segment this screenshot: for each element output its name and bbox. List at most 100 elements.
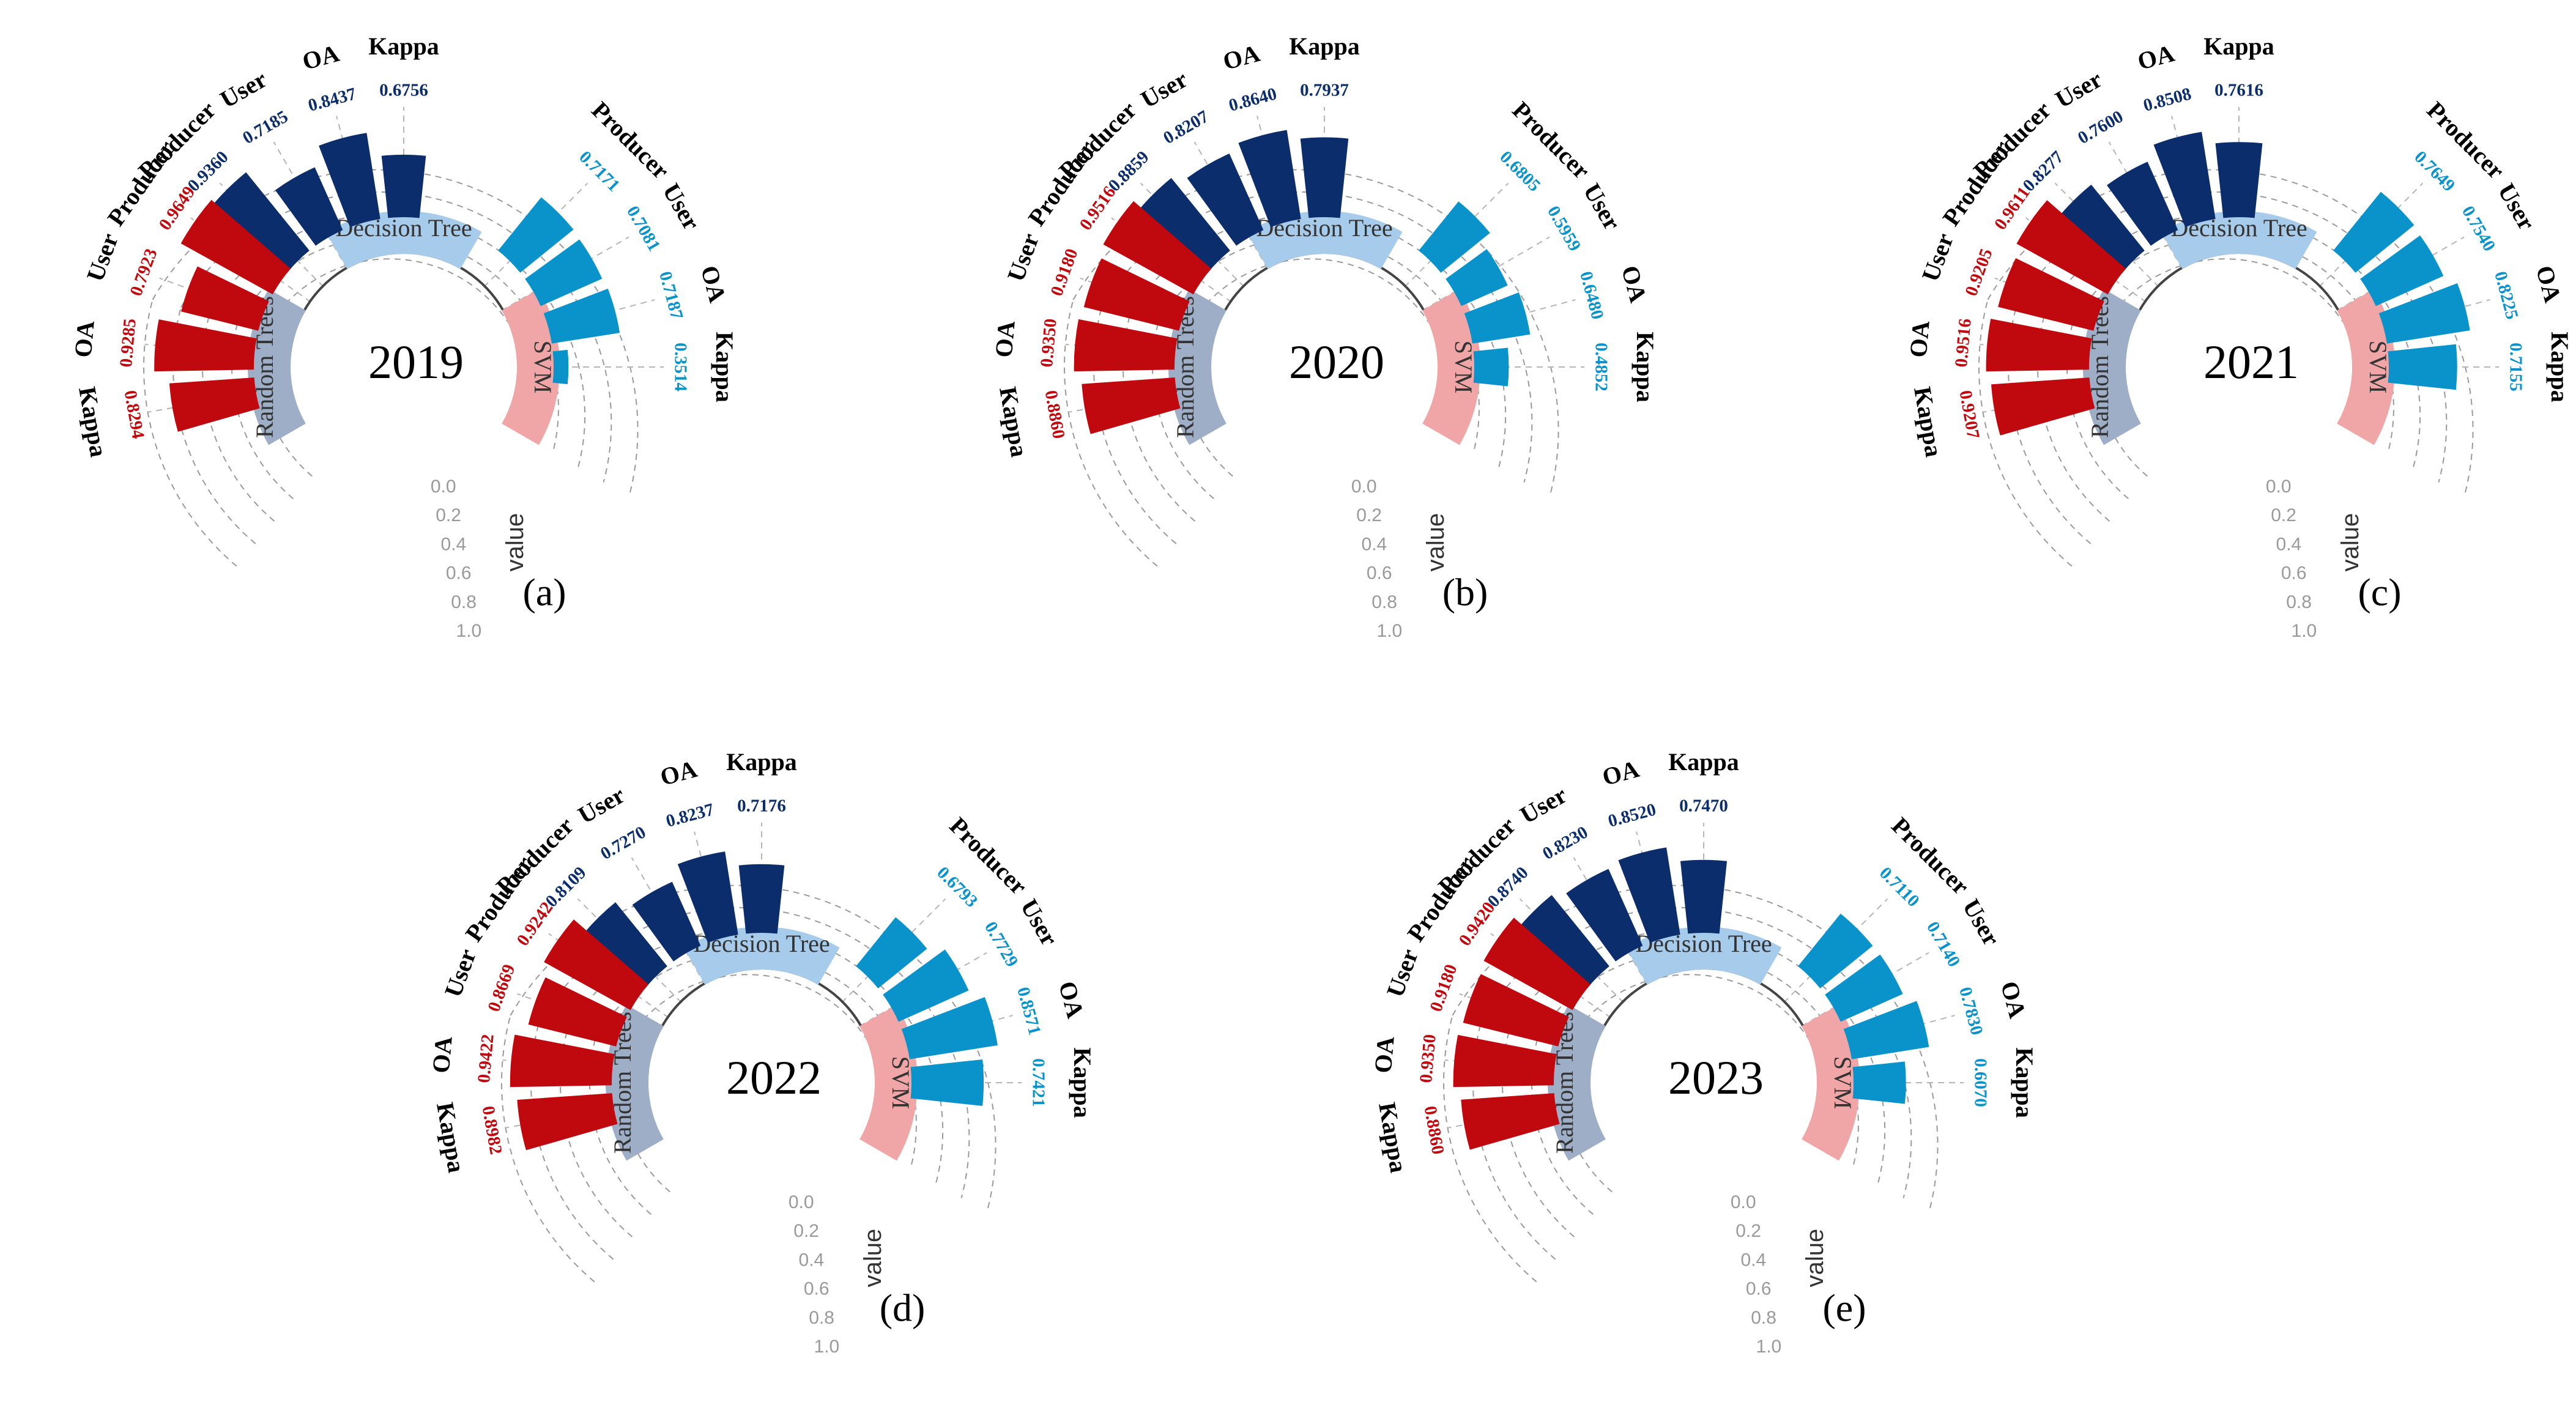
year-label: 2020: [1289, 335, 1384, 388]
metric-label: Kappa: [2203, 32, 2274, 60]
method-band-svm: [1802, 1004, 1860, 1161]
bar-random-trees-oa: [510, 1034, 615, 1088]
metric-label: User: [1136, 65, 1192, 113]
method-band-decision-tree: [325, 211, 482, 269]
value-label: 0.8520: [1606, 799, 1658, 831]
tick-label: 0.8: [451, 592, 477, 612]
grid-arc: [152, 169, 639, 497]
metric-label: User: [2493, 179, 2541, 235]
bar-decision-tree-producer: [1135, 177, 1230, 273]
value-label: 0.4852: [1591, 343, 1611, 391]
grid-arc: [1064, 299, 1158, 567]
value-label: 0.9285: [116, 317, 140, 368]
method-band-decision-tree: [1246, 211, 1403, 269]
tick-label: 0.8: [1751, 1308, 1776, 1328]
tick-label: 0.2: [436, 505, 461, 525]
inner-circle: [659, 967, 864, 1030]
axis-title: value: [2337, 513, 2364, 572]
bar-svm-producer: [2333, 191, 2415, 273]
metric-label: Kappa: [1373, 1100, 1412, 1175]
grid-arc: [1978, 299, 2073, 567]
bar-random-trees-oa: [154, 319, 257, 372]
method-band-svm: [502, 289, 560, 445]
metric-label: User: [81, 229, 124, 285]
metric-label: Kappa: [1069, 1047, 1096, 1118]
metric-label: User: [1578, 179, 1627, 235]
grid-spoke: [2108, 141, 2183, 270]
bar-decision-tree-user: [2107, 161, 2178, 246]
value-label: 0.8860: [1420, 1105, 1447, 1156]
metric-label: Kappa: [994, 385, 1033, 459]
bar-svm-user: [1446, 249, 1508, 306]
panel-label: (a): [522, 571, 566, 614]
bar-random-trees-producer: [2016, 200, 2126, 295]
method-band-decision-tree: [1625, 927, 1782, 985]
bar-decision-tree-user: [1187, 154, 1264, 246]
metric-label: User: [2051, 65, 2107, 113]
bar-svm-oa: [1464, 292, 1531, 344]
value-label: 0.3514: [670, 343, 690, 391]
value-label: 0.7600: [2074, 106, 2126, 148]
metric-label: OA: [2531, 262, 2567, 305]
bar-svm-user: [525, 239, 603, 306]
bar-decision-tree-oa: [677, 851, 738, 943]
bar-decision-tree-kappa: [2215, 142, 2263, 218]
value-label: 0.8437: [306, 84, 358, 116]
bar-svm-user: [2360, 235, 2444, 306]
bar-random-trees-user: [1463, 974, 1569, 1047]
value-label: 0.6805: [1496, 147, 1544, 196]
value-label: 0.9180: [1047, 246, 1082, 299]
value-label: 0.7185: [239, 106, 291, 148]
value-label: 0.8640: [1227, 84, 1279, 116]
inner-circle: [302, 251, 506, 314]
value-label: 0.8230: [1539, 822, 1591, 864]
value-label: 0.6756: [379, 81, 428, 100]
tick-label: 0.6: [446, 563, 472, 584]
panel-label: (c): [2358, 571, 2401, 614]
bar-svm-producer: [498, 197, 574, 273]
metric-label: Kappa: [1631, 332, 1659, 402]
value-label: 0.6070: [1970, 1058, 1990, 1107]
tick-label: 0.0: [1351, 477, 1377, 497]
value-label: 0.8225: [2490, 269, 2522, 321]
tick-label: 1.0: [1377, 621, 1403, 641]
grid-spoke: [1783, 898, 1888, 1003]
inner-circle: [1602, 967, 1806, 1030]
value-label: 0.7923: [126, 246, 161, 299]
bar-decision-tree-user: [275, 167, 343, 246]
bar-svm-kappa: [552, 349, 569, 385]
tick-label: 0.0: [2266, 477, 2292, 497]
metric-label: Kappa: [2546, 332, 2574, 402]
grid-arc: [143, 299, 237, 567]
bar-decision-tree-producer: [581, 902, 667, 988]
value-label: 0.9205: [1961, 246, 1996, 299]
metric-label: OA: [1220, 39, 1263, 75]
method-band-svm: [1422, 289, 1480, 445]
grid-spoke: [2318, 182, 2424, 287]
metric-label: OA: [1616, 262, 1652, 305]
bar-svm-producer: [1798, 913, 1873, 988]
bar-random-trees-producer: [1103, 201, 1212, 295]
value-label: 0.9516: [1951, 317, 1975, 368]
grid-spoke: [1193, 141, 1269, 270]
metric-label: User: [1916, 229, 1959, 285]
value-label: 0.8237: [664, 799, 716, 831]
grid-arc: [202, 314, 275, 522]
bar-decision-tree-producer: [209, 172, 310, 273]
method-label: SVM: [529, 341, 557, 394]
value-label: 0.7187: [655, 269, 687, 321]
value-label: 0.7470: [1679, 796, 1728, 816]
method-label: SVM: [887, 1056, 915, 1110]
value-label: 0.7616: [2214, 81, 2263, 100]
tick-label: 0.4: [2276, 534, 2302, 554]
year-label: 2022: [726, 1051, 822, 1104]
value-label: 0.9180: [1426, 962, 1461, 1014]
tick-label: 0.6: [2281, 563, 2307, 584]
tick-label: 0.4: [1741, 1250, 1767, 1270]
bar-random-trees-user: [180, 266, 269, 331]
value-label: 0.7830: [1955, 985, 1987, 1037]
grid-spoke: [2054, 182, 2159, 287]
